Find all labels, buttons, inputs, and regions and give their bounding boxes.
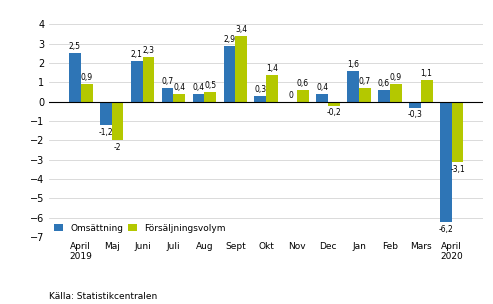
Text: 3,4: 3,4 [235,25,247,34]
Bar [223,46,235,102]
Text: 2,5: 2,5 [69,42,81,51]
Bar [235,36,247,102]
Bar [390,84,402,102]
Bar [174,94,185,102]
Text: -0,3: -0,3 [407,110,423,119]
Text: 1,4: 1,4 [266,64,278,73]
Text: 0,7: 0,7 [359,77,371,86]
Text: -1,2: -1,2 [99,128,113,137]
Text: -6,2: -6,2 [438,225,453,233]
Bar [193,94,205,102]
Bar [317,94,328,102]
Bar [131,61,142,102]
Bar [421,81,432,102]
Bar [142,57,154,102]
Text: 2,9: 2,9 [223,35,236,44]
Text: 0,5: 0,5 [204,81,216,90]
Text: 0,4: 0,4 [174,83,185,92]
Text: 2,3: 2,3 [142,46,154,55]
Bar [112,102,123,140]
Bar [81,84,93,102]
Bar [452,102,463,162]
Text: -0,2: -0,2 [326,109,341,117]
Bar [69,53,81,102]
Text: -2: -2 [114,143,121,152]
Text: 0,9: 0,9 [389,73,402,82]
Bar [440,102,452,222]
Text: 0,9: 0,9 [80,73,93,82]
Bar [347,71,359,102]
Text: 0,7: 0,7 [162,77,174,86]
Text: -3,1: -3,1 [450,164,465,174]
Text: 1,1: 1,1 [421,70,432,78]
Bar [205,92,216,102]
Text: 2,1: 2,1 [131,50,142,59]
Text: 0,3: 0,3 [254,85,266,94]
Text: 0,6: 0,6 [378,79,390,88]
Text: 0,4: 0,4 [316,83,328,92]
Bar [254,96,266,102]
Bar [100,102,112,125]
Bar [266,74,278,102]
Bar [328,102,340,105]
Text: 0: 0 [289,91,294,100]
Text: 0,6: 0,6 [297,79,309,88]
Text: 0,4: 0,4 [192,83,205,92]
Bar [359,88,371,102]
Bar [297,90,309,102]
Text: Källa: Statistikcentralen: Källa: Statistikcentralen [49,292,158,301]
Bar [409,102,421,108]
Text: 1,6: 1,6 [347,60,359,69]
Legend: Omsättning, Försäljningsvolym: Omsättning, Försäljningsvolym [54,224,225,233]
Bar [378,90,390,102]
Bar [162,88,174,102]
